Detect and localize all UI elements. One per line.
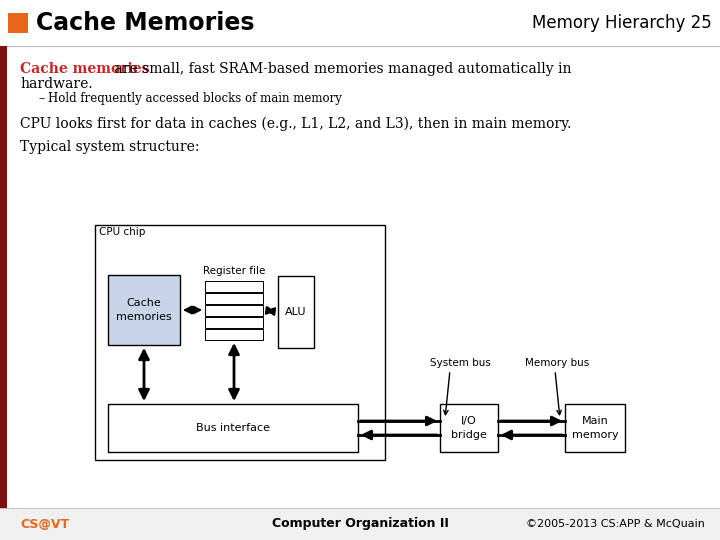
Text: are small, fast SRAM-based memories managed automatically in: are small, fast SRAM-based memories mana… [110,62,572,76]
Bar [205,329,263,340]
Bar [108,275,180,345]
Bar [0,46,7,508]
Text: Memory Hierarchy 25: Memory Hierarchy 25 [532,14,712,32]
Bar [95,225,385,460]
Bar [0,0,720,46]
Text: –: – [38,92,44,105]
Text: memories: memories [116,312,172,322]
Text: Computer Organization II: Computer Organization II [271,517,449,530]
Text: CPU chip: CPU chip [99,227,145,237]
Text: CS@VT: CS@VT [20,517,69,530]
Bar [205,317,263,328]
Text: Cache memories: Cache memories [20,62,150,76]
Text: Memory bus: Memory bus [525,358,589,368]
Text: Register file: Register file [203,266,265,276]
Bar [440,404,498,452]
Text: bridge: bridge [451,430,487,440]
Text: Cache: Cache [127,298,161,308]
Text: Main: Main [582,416,608,426]
Text: System bus: System bus [430,358,491,368]
Text: Typical system structure:: Typical system structure: [20,140,199,154]
Bar [7,46,720,508]
Bar [565,404,625,452]
Bar [205,293,263,304]
Text: Bus interface: Bus interface [196,423,270,433]
Bar [108,404,358,452]
Bar [278,276,314,348]
Text: hardware.: hardware. [20,77,93,91]
Text: Cache Memories: Cache Memories [36,11,254,35]
Bar [8,13,28,33]
Text: ALU: ALU [285,307,307,317]
Bar [205,281,263,292]
Text: memory: memory [572,430,618,440]
Text: ©2005-2013 CS:APP & McQuain: ©2005-2013 CS:APP & McQuain [526,519,705,529]
Text: I/O: I/O [461,416,477,426]
Text: CPU looks first for data in caches (e.g., L1, L2, and L3), then in main memory.: CPU looks first for data in caches (e.g.… [20,117,572,131]
Text: Hold frequently accessed blocks of main memory: Hold frequently accessed blocks of main … [48,92,342,105]
Bar [205,305,263,316]
